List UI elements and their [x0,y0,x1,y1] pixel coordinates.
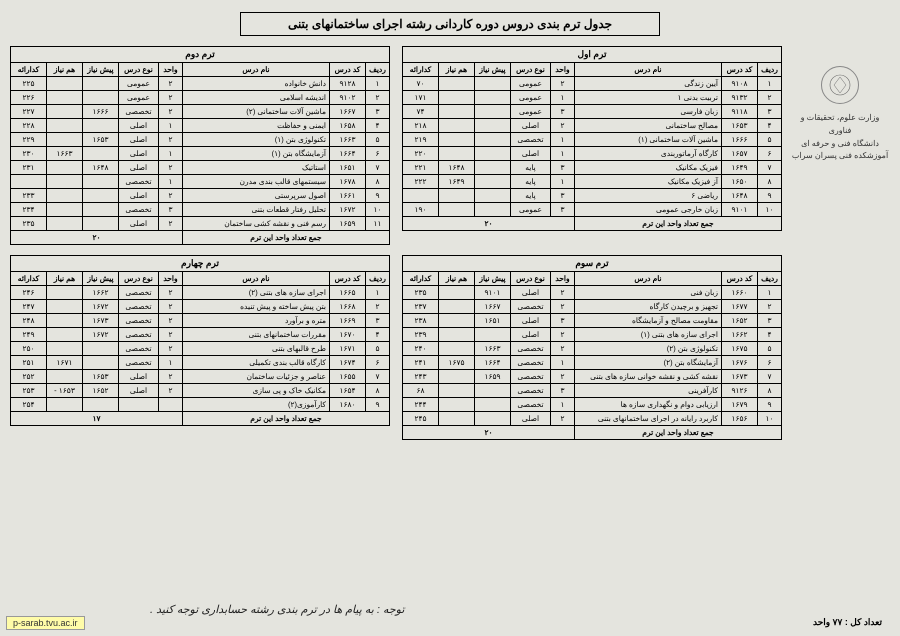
th-name: نام درس [575,272,722,286]
term-table: ردیفکد درسنام درسواحدنوع درسپیش نیازهم ن… [10,62,390,245]
table-row: ۵۱۶۷۱طرح قالبهای بتنی۲تخصصی۲۵۰ [11,342,390,356]
th-pre: پیش نیاز [83,272,119,286]
th-co: هم نیاز [47,272,83,286]
term-footer: جمع تعداد واحد این ترم۲۰ [403,426,782,440]
table-row: ۳۱۶۵۲مقاومت مصالح و آزمایشگاه۳اصلی۱۶۵۱۲۳… [403,314,782,328]
table-row: ۷۱۶۵۵عناصر و جزئیات ساختمان۲اصلی۱۶۵۳۲۵۲ [11,370,390,384]
org-line-3: آموزشکده فنی پسران سراب [790,150,890,163]
th-unit: واحد [159,272,183,286]
term-footer: جمع تعداد واحد این ترم۲۰ [11,231,390,245]
term-table: ردیفکد درسنام درسواحدنوع درسپیش نیازهم ن… [402,62,782,231]
th-no: ردیف [366,63,390,77]
th-code: کد درس [330,272,366,286]
th-hour: کدارائه [403,272,439,286]
th-code: کد درس [722,63,758,77]
table-row: ۵۱۶۷۵تکنولوژی بتن (۲)۲تخصصی۱۶۶۳۲۴۰ [403,342,782,356]
th-unit: واحد [551,63,575,77]
table-row: ۱۱۶۶۰زبان فنی۲اصلی۹۱۰۱۲۳۵ [403,286,782,300]
table-row: ۸۱۶۵۰آز فیزیک مکانیک۱پایه۱۶۴۹۲۲۲ [403,175,782,189]
table-row: ۸۱۶۵۴مکانیک خاک و پی سازی۲اصلی۱۶۵۲۱۶۵۳ -… [11,384,390,398]
table-row: ۸۱۶۷۸سیستمهای قالب بندی مدرن۱تخصصی [11,175,390,189]
table-row: ۲۹۱۳۲تربیت بدنی ۱۱عمومی۱۷۱ [403,91,782,105]
table-row: ۲۱۶۷۷تجهیز و برچیدن کارگاه۲تخصصی۱۶۶۷۲۳۷ [403,300,782,314]
table-row: ۶۱۶۷۴کارگاه قالب بندی تکمیلی۱تخصصی۱۶۷۱۲۵… [11,356,390,370]
table-row: ۶۱۶۷۶آزمایشگاه بتن (۲)۱تخصصی۱۶۶۴۱۶۷۵۲۴۱ [403,356,782,370]
sidebar: وزارت علوم، تحقیقات و فناوری دانشگاه فنی… [790,46,890,440]
th-co: هم نیاز [439,272,475,286]
term-table: ردیفکد درسنام درسواحدنوع درسپیش نیازهم ن… [402,271,782,440]
term-caption: ترم دوم [10,46,390,62]
th-no: ردیف [758,272,782,286]
th-type: نوع درس [511,63,551,77]
page-title: جدول ترم بندی دروس دوره کاردانی رشته اجر… [240,12,660,36]
table-row: ۷۱۶۷۳نقشه کشی و نقشه خوانی سازه های بتنی… [403,370,782,384]
term-1: ترم اولردیفکد درسنام درسواحدنوع درسپیش ن… [402,46,782,245]
th-type: نوع درس [119,272,159,286]
table-row: ۷۱۶۵۱استاتیک۲اصلی۱۶۴۸۲۳۱ [11,161,390,175]
table-row: ۲۹۱۰۲اندیشه اسلامی۲عمومی۲۲۶ [11,91,390,105]
term-3: ترم سومردیفکد درسنام درسواحدنوع درسپیش ن… [402,255,782,440]
th-name: نام درس [183,272,330,286]
th-co: هم نیاز [47,63,83,77]
table-row: ۵۱۶۶۶ماشین آلات ساختمانی (۱)۱تخصصی۲۱۹ [403,133,782,147]
table-row: ۳۱۶۶۹متره و برآورد۲تخصصی۱۶۷۳۲۴۸ [11,314,390,328]
term-caption: ترم سوم [402,255,782,271]
term-2: ترم دومردیفکد درسنام درسواحدنوع درسپیش ن… [10,46,390,245]
handwritten-note: توجه : به پیام ها در ترم بندی رشته حسابد… [150,603,404,616]
term-footer: جمع تعداد واحد این ترم۱۷ [11,412,390,426]
th-hour: کدارائه [403,63,439,77]
table-row: ۱۱۶۶۵اجرای سازه های بتنی (۲)۲تخصصی۱۶۶۲۲۴… [11,286,390,300]
th-type: نوع درس [119,63,159,77]
th-pre: پیش نیاز [475,63,511,77]
table-row: ۴۱۶۵۳مصالح ساختمانی۲اصلی۲۱۸ [403,119,782,133]
th-name: نام درس [183,63,330,77]
th-code: کد درس [722,272,758,286]
th-name: نام درس [575,63,722,77]
table-row: ۴۱۶۷۰مقررات ساختمانهای بتنی۲تخصصی۱۶۷۲۲۴۹ [11,328,390,342]
table-row: ۹۱۶۴۸ریاضی ۶۳پایه [403,189,782,203]
term-footer: جمع تعداد واحد این ترم۲۰ [403,217,782,231]
th-no: ردیف [758,63,782,77]
table-row: ۶۱۶۶۴آزمایشگاه بتن (۱)۱اصلی۱۶۶۳۲۳۰ [11,147,390,161]
th-co: هم نیاز [439,63,475,77]
table-row: ۱۹۱۲۸دانش خانواده۲عمومی۲۲۵ [11,77,390,91]
table-row: ۳۱۶۶۷ماشین آلات ساختمانی (۲)۲تخصصی۱۶۶۶۲۲… [11,105,390,119]
term-table: ردیفکد درسنام درسواحدنوع درسپیش نیازهم ن… [10,271,390,426]
table-row: ۶۱۶۵۷کارگاه آرماتوربندی۱اصلی۲۲۰ [403,147,782,161]
th-hour: کدارائه [11,63,47,77]
th-code: کد درس [330,63,366,77]
th-unit: واحد [551,272,575,286]
term-caption: ترم اول [402,46,782,62]
org-line-2: دانشگاه فنی و حرفه ای [790,138,890,151]
logo-icon [821,66,859,104]
table-row: ۳۹۱۱۸زبان فارسی۳عمومی۷۴ [403,105,782,119]
table-row: ۹۱۶۷۹ارزیابی دوام و نگهداری سازه ها۱تخصص… [403,398,782,412]
th-hour: کدارائه [11,272,47,286]
table-row: ۱۱۱۶۵۹رسم فنی و نقشه کشی ساختمان۲اصلی۲۳۵ [11,217,390,231]
th-no: ردیف [366,272,390,286]
table-row: ۵۱۶۶۳تکنولوژی بتن (۱)۲اصلی۱۶۵۳۲۲۹ [11,133,390,147]
table-row: ۴۱۶۶۲اجرای سازه های بتنی (۱)۲اصلی۲۳۹ [403,328,782,342]
org-line-1: وزارت علوم، تحقیقات و فناوری [790,112,890,138]
table-row: ۲۱۶۶۸بتن پیش ساخته و پیش تنیده۲تخصصی۱۶۷۲… [11,300,390,314]
table-row: ۴۱۶۵۸ایمنی و حفاظت۱اصلی۲۲۸ [11,119,390,133]
table-row: ۹۱۶۸۰کارآموزی(۲)۲۵۴ [11,398,390,412]
table-row: ۹۱۶۶۱اصول سرپرستی۲اصلی۲۳۳ [11,189,390,203]
th-unit: واحد [159,63,183,77]
th-pre: پیش نیاز [475,272,511,286]
term-caption: ترم چهارم [10,255,390,271]
table-row: ۸۹۱۲۶کارآفرینی۳تخصصی۶۸ [403,384,782,398]
th-pre: پیش نیاز [83,63,119,77]
table-row: ۱۹۱۰۸آیین زندگی۲عمومی۷۰ [403,77,782,91]
term-4: ترم چهارمردیفکد درسنام درسواحدنوع درسپیش… [10,255,390,440]
th-type: نوع درس [511,272,551,286]
table-row: ۷۱۶۴۹فیزیک مکانیک۳پایه۱۶۴۸۲۲۱ [403,161,782,175]
url-tag: p-sarab.tvu.ac.ir [6,616,85,630]
table-row: ۱۰۱۶۵۶کاربرد رایانه در اجرای ساختمانهای … [403,412,782,426]
table-row: ۱۰۱۶۷۲تحلیل رفتار قطعات بتنی۳تخصصی۲۳۴ [11,203,390,217]
total-units: تعداد کل : ۷۷ واحد [813,617,882,628]
table-row: ۱۰۹۱۰۱زبان خارجی عمومی۳عمومی۱۹۰ [403,203,782,217]
